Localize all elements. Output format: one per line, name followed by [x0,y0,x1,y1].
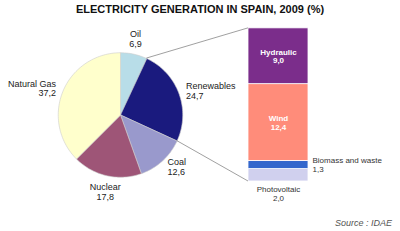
svg-text:Coal12,6: Coal12,6 [168,157,187,177]
html-text:Source : IDAE: Source : IDAE [335,218,392,228]
svg-text:Wind12,4: Wind12,4 [269,114,289,132]
svg-text:Natural Gas37,2: Natural Gas37,2 [8,79,57,99]
svg-text:Nuclear17,8: Nuclear17,8 [90,182,121,202]
svg-text:Biomass and waste1,3: Biomass and waste1,3 [313,156,383,174]
svg-text:Photovoltaic2,0: Photovoltaic2,0 [257,185,301,203]
html-text:ELECTRICITY GENERATION IN SPAI: ELECTRICITY GENERATION IN SPAIN, 2009 (%… [75,3,325,15]
svg-text:Hydraulic9,0: Hydraulic9,0 [260,48,297,66]
svg-text:Oil6,9: Oil6,9 [129,29,142,49]
svg-text:Renewables24,7: Renewables24,7 [186,81,236,101]
